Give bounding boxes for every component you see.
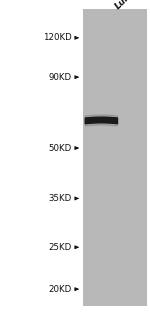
Text: 90KD: 90KD	[49, 73, 72, 82]
Text: 35KD: 35KD	[49, 194, 72, 203]
Text: Lung: Lung	[113, 0, 137, 11]
Text: 20KD: 20KD	[49, 285, 72, 294]
Text: 25KD: 25KD	[49, 243, 72, 252]
Text: 120KD: 120KD	[43, 33, 72, 42]
Text: 50KD: 50KD	[49, 144, 72, 152]
Bar	[83, 9, 147, 306]
